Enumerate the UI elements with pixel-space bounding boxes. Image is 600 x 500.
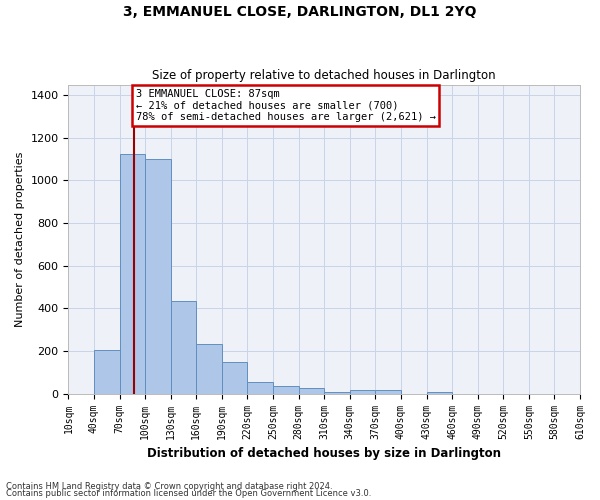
Text: 3, EMMANUEL CLOSE, DARLINGTON, DL1 2YQ: 3, EMMANUEL CLOSE, DARLINGTON, DL1 2YQ [123,5,477,19]
Bar [350,390,376,394]
Bar [247,382,273,394]
Text: Contains HM Land Registry data © Crown copyright and database right 2024.: Contains HM Land Registry data © Crown c… [6,482,332,491]
Bar [94,350,119,394]
Bar [196,344,222,394]
X-axis label: Distribution of detached houses by size in Darlington: Distribution of detached houses by size … [147,447,501,460]
Bar [222,362,247,394]
Bar [119,154,145,394]
Y-axis label: Number of detached properties: Number of detached properties [15,152,25,327]
Title: Size of property relative to detached houses in Darlington: Size of property relative to detached ho… [152,69,496,82]
Bar [427,392,452,394]
Bar [376,390,401,394]
Text: Contains public sector information licensed under the Open Government Licence v3: Contains public sector information licen… [6,489,371,498]
Bar [273,386,299,394]
Text: 3 EMMANUEL CLOSE: 87sqm
← 21% of detached houses are smaller (700)
78% of semi-d: 3 EMMANUEL CLOSE: 87sqm ← 21% of detache… [136,89,436,122]
Bar [145,159,171,394]
Bar [299,388,324,394]
Bar [324,392,350,394]
Bar [171,301,196,394]
